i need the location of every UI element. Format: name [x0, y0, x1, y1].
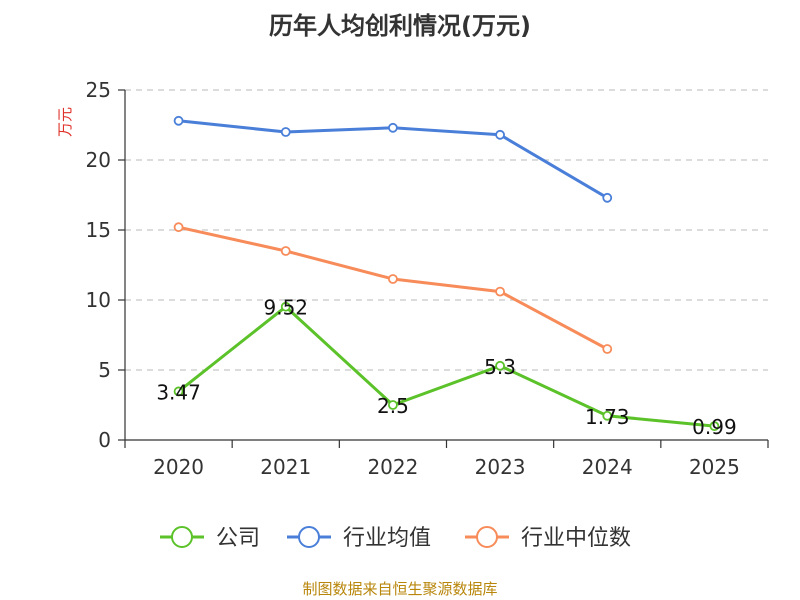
data-point [173, 222, 184, 233]
legend-marker [171, 526, 193, 548]
legend-marker [476, 526, 498, 548]
series-line-0 [177, 305, 715, 428]
legend-label: 行业均值 [343, 526, 431, 551]
data-label: 1.73 [585, 405, 630, 429]
y-axis-label: 万元 [56, 107, 74, 137]
x-tick-label: 2022 [367, 455, 418, 479]
data-point [173, 115, 184, 126]
data-point [602, 410, 613, 421]
data-point [709, 421, 720, 432]
y-tick-label: 0 [98, 428, 111, 452]
x-tick-label: 2021 [260, 455, 311, 479]
data-point [280, 127, 291, 137]
y-tick-label: 5 [98, 358, 111, 382]
y-tick-label: 20 [86, 148, 111, 172]
data-point [388, 122, 398, 133]
data-label: 0.99 [692, 415, 737, 439]
data-label: 3.47 [156, 380, 201, 404]
data-point [173, 386, 184, 397]
data-label: 2.5 [377, 394, 409, 418]
x-tick-label: 2025 [689, 455, 740, 479]
data-point [602, 192, 613, 203]
y-tick-label: 10 [86, 288, 111, 312]
data-point [495, 286, 505, 297]
data-point [495, 129, 505, 140]
data-point [280, 301, 291, 312]
legend-label: 公司 [216, 526, 260, 551]
legend-label: 行业中位数 [521, 526, 631, 551]
data-point [602, 344, 613, 354]
data-point [280, 246, 291, 256]
x-tick-label: 2023 [475, 455, 526, 479]
x-tick-label: 2020 [153, 455, 204, 479]
data-point [388, 274, 398, 284]
x-tick-label: 2024 [582, 455, 633, 479]
y-tick-label: 15 [86, 218, 111, 242]
data-label: 5.3 [484, 355, 516, 379]
data-point [495, 360, 505, 371]
data-source-footer: 制图数据来自恒生聚源数据库 [302, 580, 498, 598]
y-tick-label: 25 [86, 78, 111, 102]
legend-marker [298, 526, 320, 548]
data-point [388, 400, 398, 410]
chart-title: 历年人均创利情况(万元) [269, 12, 531, 40]
series-line-2 [178, 225, 608, 351]
data-label: 9.52 [263, 296, 308, 320]
